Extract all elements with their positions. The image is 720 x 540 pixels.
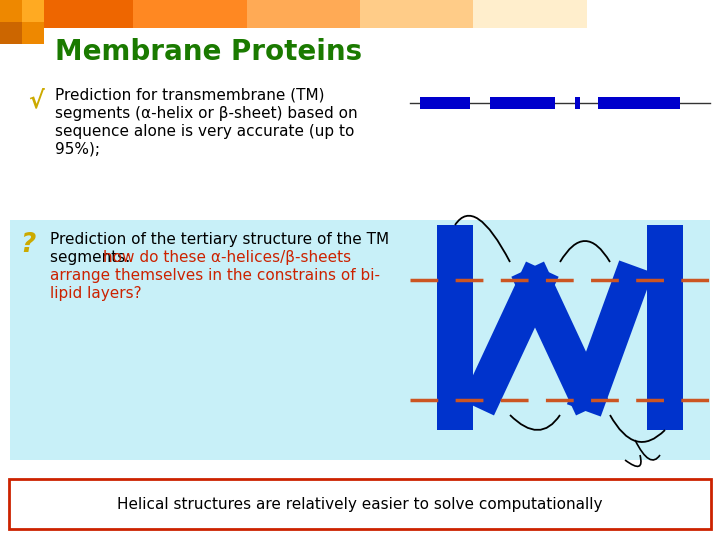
FancyBboxPatch shape	[9, 479, 711, 529]
Text: ?: ?	[20, 232, 35, 258]
Bar	[10, 220, 710, 460]
Polygon shape	[567, 260, 653, 416]
Text: arrange themselves in the constrains of bi-: arrange themselves in the constrains of …	[50, 268, 380, 283]
Text: segments (α-helix or β-sheet) based on: segments (α-helix or β-sheet) based on	[55, 106, 358, 121]
Polygon shape	[437, 225, 473, 430]
Text: Helical structures are relatively easier to solve computationally: Helical structures are relatively easier…	[117, 496, 603, 511]
Bar	[473, 0, 587, 28]
Text: Prediction of the tertiary structure of the TM: Prediction of the tertiary structure of …	[50, 232, 389, 247]
Bar	[247, 0, 360, 28]
Text: segments:: segments:	[50, 250, 135, 265]
Text: sequence alone is very accurate (up to: sequence alone is very accurate (up to	[55, 124, 354, 139]
Bar	[575, 97, 580, 109]
Polygon shape	[462, 261, 559, 415]
Bar	[20, 0, 133, 28]
Bar	[0, 22, 22, 44]
Bar	[490, 97, 555, 109]
Polygon shape	[511, 261, 608, 415]
Text: how do these α-helices/β-sheets: how do these α-helices/β-sheets	[103, 250, 351, 265]
Text: √: √	[28, 88, 44, 112]
Bar	[598, 97, 680, 109]
Bar	[22, 22, 44, 44]
Text: Membrane Proteins: Membrane Proteins	[55, 38, 362, 66]
Text: Prediction for transmembrane (TM): Prediction for transmembrane (TM)	[55, 88, 325, 103]
Bar	[587, 0, 700, 28]
Bar	[22, 0, 44, 22]
Bar	[0, 0, 22, 22]
Bar	[420, 97, 470, 109]
Bar	[360, 0, 473, 28]
Text: 95%);: 95%);	[55, 142, 100, 157]
Polygon shape	[647, 225, 683, 430]
Text: lipid layers?: lipid layers?	[50, 286, 142, 301]
Bar	[133, 0, 247, 28]
